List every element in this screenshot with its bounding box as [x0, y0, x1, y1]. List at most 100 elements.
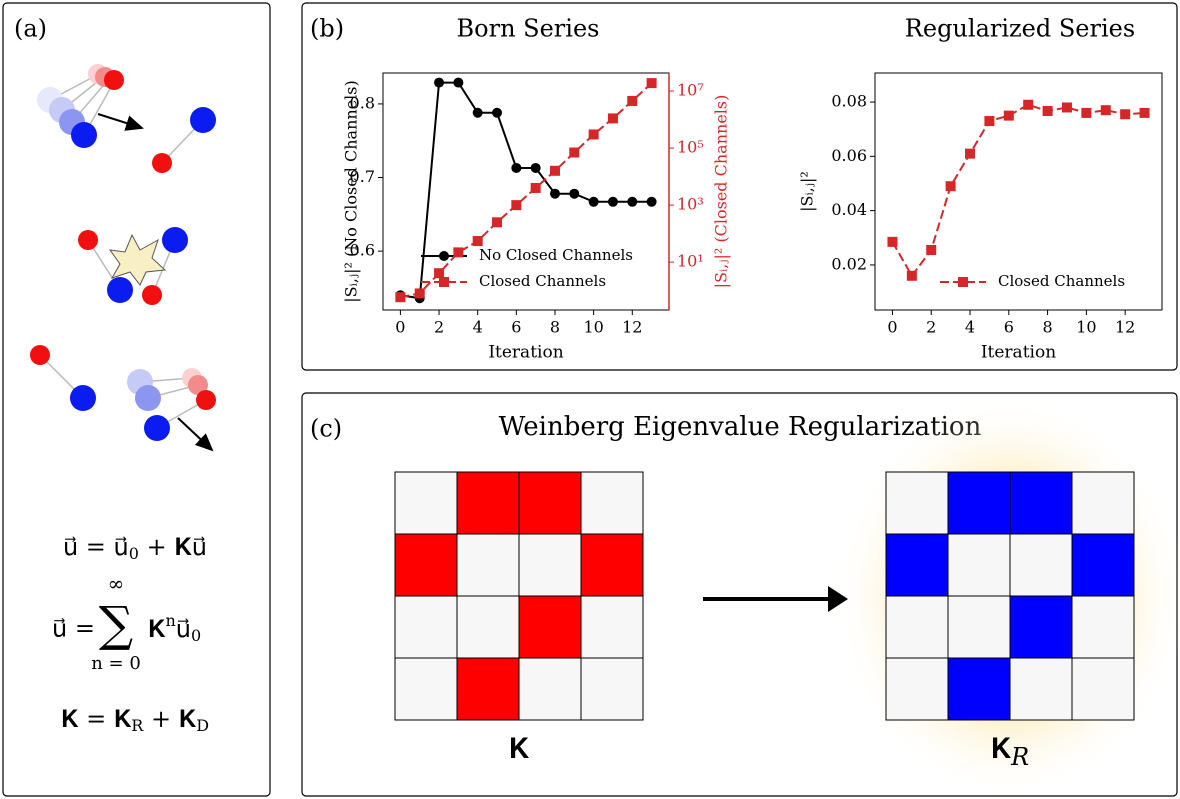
point	[569, 189, 579, 199]
x-tick-label: 8	[550, 318, 560, 337]
y-tick-label: 0.06	[831, 146, 867, 165]
chart-title: Born Series	[457, 15, 600, 43]
point	[415, 288, 425, 298]
y2-tick-label: 10¹	[677, 252, 704, 271]
matrix-cell	[519, 658, 581, 720]
point	[492, 217, 502, 227]
x-tick-label: 0	[395, 318, 405, 337]
chart-title: Regularized Series	[905, 15, 1135, 43]
x-axis-label: Iteration	[981, 343, 1056, 363]
matrix-cell	[886, 658, 948, 720]
point	[1120, 109, 1130, 119]
point	[907, 271, 917, 281]
legend-marker	[439, 251, 449, 261]
matrix-label: 𝐊	[509, 732, 530, 765]
matrix-cell	[519, 472, 581, 534]
x-tick-label: 6	[1004, 318, 1014, 337]
matrix-cell	[519, 596, 581, 658]
matrix-cell	[581, 534, 643, 596]
panel-label: (b)	[310, 15, 344, 43]
matrix-cell	[1010, 596, 1072, 658]
point	[589, 197, 599, 207]
x-tick-label: 4	[965, 318, 975, 337]
point	[453, 247, 463, 257]
matrix-cell	[395, 534, 457, 596]
matrix-cell	[1010, 534, 1072, 596]
x-tick-label: 10	[1076, 318, 1096, 337]
point	[647, 197, 657, 207]
matrix-cell	[886, 596, 948, 658]
point	[1062, 102, 1072, 112]
matrix-symbol: 𝐊	[509, 732, 530, 765]
point	[550, 166, 560, 176]
molecule-illustration	[30, 64, 216, 450]
panel-label: (c)	[310, 415, 342, 443]
matrix-cell	[886, 534, 948, 596]
point	[1081, 108, 1091, 118]
matrix-cell	[886, 472, 948, 534]
x-tick-label: 4	[473, 318, 483, 337]
point	[531, 183, 541, 193]
point	[569, 148, 579, 158]
point	[473, 236, 483, 246]
matrix-cell	[581, 658, 643, 720]
matrix-cell	[519, 534, 581, 596]
x-tick-label: 12	[1115, 318, 1135, 337]
y-tick-label: 0.02	[831, 254, 867, 273]
point	[984, 116, 994, 126]
x-tick-label: 12	[622, 318, 642, 337]
matrix-cell	[1072, 596, 1134, 658]
matrix-cell	[948, 596, 1010, 658]
equation: 𝐊 = 𝐊R + 𝐊D	[61, 705, 209, 735]
matrix-cell	[1010, 472, 1072, 534]
matrix-cell	[948, 658, 1010, 720]
point	[434, 268, 444, 278]
y2-axis-label: |Sᵢ,ⱼ|² (Closed Channels)	[712, 95, 731, 289]
point	[926, 245, 936, 255]
point	[511, 200, 521, 210]
matrix-cell	[948, 472, 1010, 534]
matrix-cell	[1072, 534, 1134, 596]
x-axis-label: Iteration	[488, 343, 563, 363]
point	[1004, 111, 1014, 121]
matrix-cell	[457, 658, 519, 720]
point	[1140, 108, 1150, 118]
equation-sum: ∑	[99, 597, 133, 653]
matrix-cell	[581, 472, 643, 534]
y2-tick-label: 10⁷	[677, 81, 704, 100]
point	[473, 108, 483, 118]
point	[1101, 105, 1111, 115]
equation: u⃗ =	[52, 615, 95, 643]
point	[453, 78, 463, 88]
point	[395, 292, 405, 302]
y2-tick-label: 10⁵	[677, 138, 704, 157]
matrix-cell	[457, 472, 519, 534]
point	[1043, 106, 1053, 116]
equation: u⃗ = u⃗0 + 𝐊u⃗	[63, 533, 207, 563]
legend-marker	[439, 277, 449, 287]
point	[608, 113, 618, 123]
point	[627, 96, 637, 106]
matrix-cell	[395, 472, 457, 534]
matrix-cell	[581, 596, 643, 658]
point	[647, 78, 657, 88]
legend-label: No Closed Channels	[479, 246, 633, 264]
point	[608, 197, 618, 207]
y-tick-label: 0.08	[831, 92, 867, 111]
x-tick-label: 2	[434, 318, 444, 337]
x-tick-label: 10	[583, 318, 603, 337]
x-tick-label: 8	[1042, 318, 1052, 337]
point	[434, 78, 444, 88]
point	[589, 129, 599, 139]
matrix-cell	[395, 596, 457, 658]
y-axis-label: |Sᵢ,ⱼ|² (No Closed Channels)	[342, 80, 361, 302]
point	[627, 197, 637, 207]
point	[511, 163, 521, 173]
matrix-subscript: R	[1010, 743, 1029, 771]
matrix-cell	[948, 534, 1010, 596]
matrix-cell	[395, 658, 457, 720]
legend-label: Closed Channels	[998, 272, 1125, 290]
y2-tick-label: 10³	[677, 195, 704, 214]
point	[887, 237, 897, 247]
equation-limit: n = 0	[91, 653, 141, 674]
